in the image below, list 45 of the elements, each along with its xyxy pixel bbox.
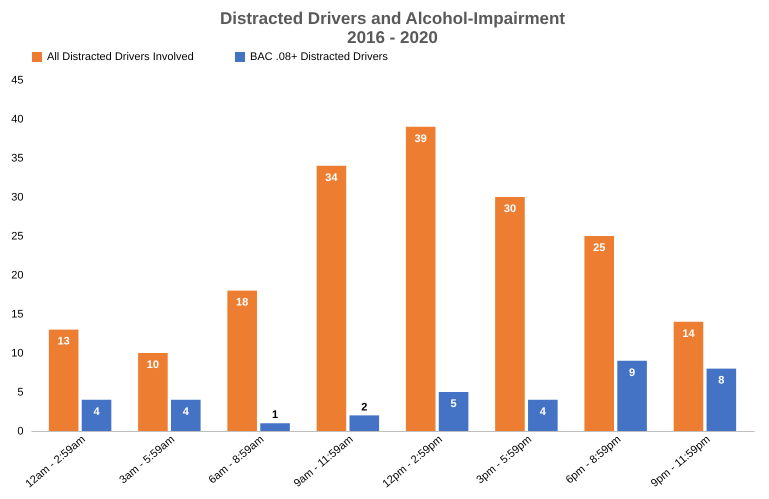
y-tick-label: 10 [11,348,24,360]
data-label: 25 [593,242,606,254]
bar [438,392,468,431]
y-tick-label: 35 [11,152,24,164]
y-tick-label: 30 [11,192,24,204]
data-label: 4 [540,406,547,418]
data-label: 4 [182,406,190,418]
bar [350,415,380,431]
bar [227,290,257,431]
bar [316,166,346,431]
data-label: 9 [629,366,636,379]
bar [528,400,558,431]
bar [48,330,78,431]
data-label: 13 [58,336,70,348]
bar [674,322,704,431]
data-label: 14 [682,328,696,340]
bar [706,368,736,431]
y-tick-label: 5 [17,386,24,398]
bar [170,400,201,431]
bar [260,423,290,431]
y-tick-label: 20 [11,270,24,282]
bar [138,353,168,431]
chart-title: Distracted Drivers and Alcohol-Impairment 2016 - 2020 [220,9,566,47]
legend-label: BAC .08+ Distracted Drivers [250,51,388,63]
legend-label: All Distracted Drivers Involved [47,51,194,63]
data-label: 4 [93,406,100,418]
data-label: 34 [325,172,338,184]
data-label: 18 [236,296,248,309]
bar [584,236,614,431]
data-label: 39 [414,132,427,145]
bar [495,197,525,431]
data-label: 8 [718,374,724,387]
y-tick-label: 40 [11,114,24,126]
bar [82,400,112,431]
data-label: 2 [361,401,368,414]
bar [617,360,647,431]
data-label: 30 [504,203,516,215]
data-label: 1 [272,409,278,422]
y-tick-label: 45 [11,74,24,86]
data-label: 5 [450,398,457,410]
data-label: 10 [146,359,160,371]
y-tick-label: 25 [11,230,24,242]
y-tick-label: 15 [11,308,24,320]
bar [406,126,436,431]
y-tick-label: 0 [17,426,24,438]
